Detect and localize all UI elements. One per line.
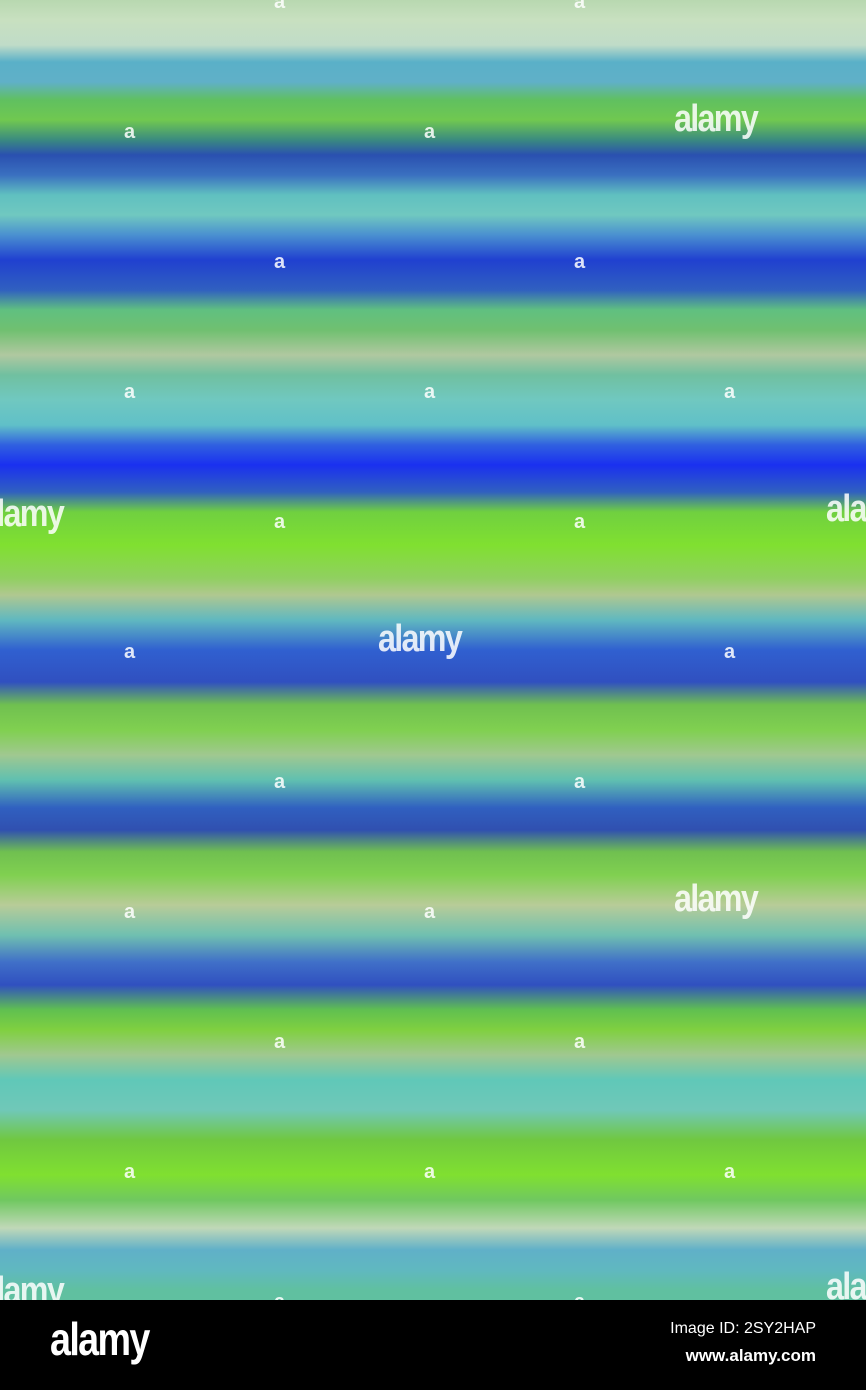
watermark-logo: alamy	[0, 1270, 65, 1300]
watermark-glyph: a	[124, 381, 136, 403]
watermark-glyph: a	[424, 901, 436, 923]
watermark-glyph: a	[274, 1031, 286, 1053]
watermark-glyph: a	[574, 511, 586, 533]
abstract-striped-photo	[0, 0, 866, 1300]
watermark-glyph: a	[574, 251, 586, 273]
watermark-logo: alamy	[378, 618, 463, 660]
watermark-glyph: a	[424, 381, 436, 403]
watermark-glyph: a	[424, 121, 436, 143]
watermark-glyph: a	[274, 0, 286, 13]
watermark-logo: alamy	[826, 1266, 866, 1300]
image-id-text: Image ID: 2SY2HAP	[670, 1320, 816, 1337]
watermark-glyph: a	[274, 1292, 285, 1300]
watermark-glyph: a	[124, 1161, 136, 1183]
watermark-glyph: a	[274, 771, 286, 793]
watermark-glyph: a	[724, 381, 736, 403]
site-url-link[interactable]: www.alamy.com	[685, 1346, 816, 1365]
watermark-glyph: a	[724, 1161, 736, 1183]
watermark-logo: alamy	[674, 878, 759, 920]
watermark-glyph: a	[574, 1031, 586, 1053]
watermark-glyph: a	[274, 251, 286, 273]
watermark-glyph: a	[274, 511, 286, 533]
watermark-glyph: a	[124, 121, 136, 143]
watermark-glyph: a	[574, 771, 586, 793]
watermark-glyph: a	[574, 1292, 585, 1300]
watermark-glyph: a	[124, 901, 136, 923]
watermark-glyph: a	[724, 641, 736, 663]
watermark-glyph: a	[424, 1161, 436, 1183]
watermark-logo: alamy	[0, 493, 65, 535]
watermark-logo: alamy	[826, 488, 866, 530]
watermark-glyph: a	[124, 641, 136, 663]
alamy-logo: alamy	[50, 1313, 150, 1365]
footer-bar: alamy Image ID: 2SY2HAP www.alamy.com	[0, 1300, 866, 1390]
watermark-layer: a a a a a a a a a a a a a a a a a a a a a a a a alamy alamy alamy a…	[0, 0, 866, 1300]
watermark-glyph: a	[574, 0, 586, 13]
watermark-logo: alamy	[674, 98, 759, 140]
